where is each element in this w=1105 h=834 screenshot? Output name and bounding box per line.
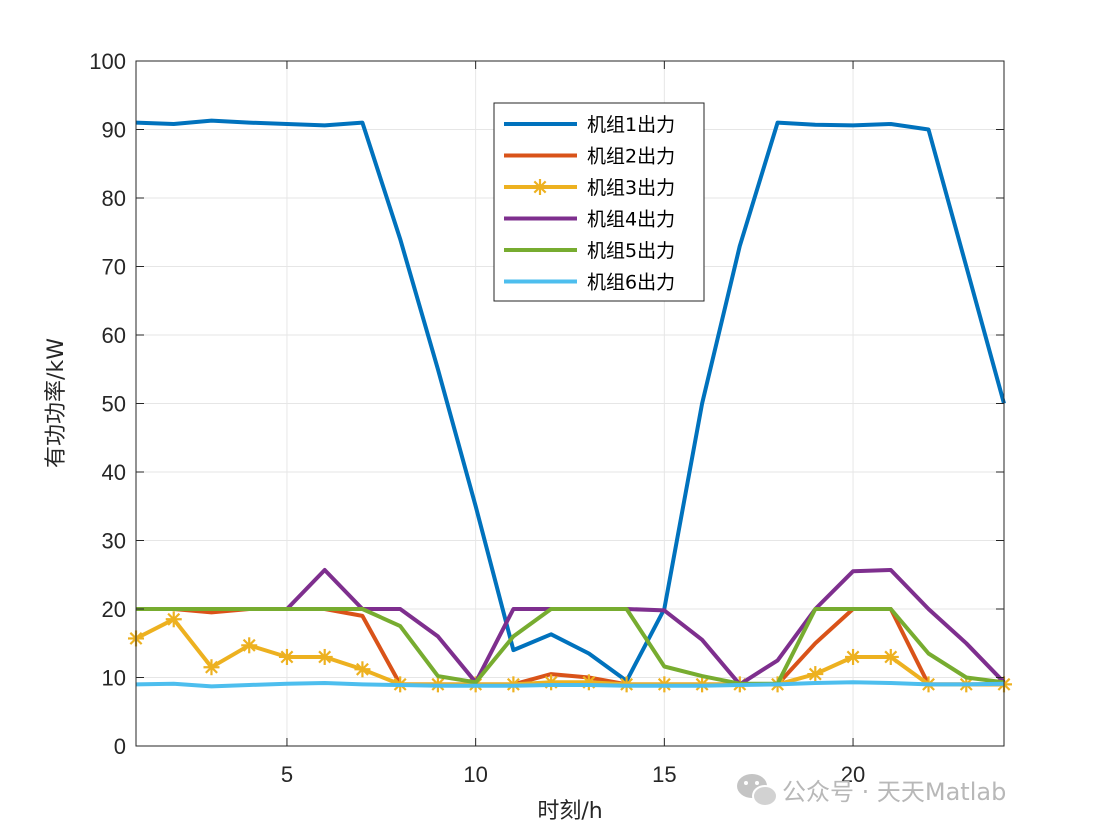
y-tick-label: 50 bbox=[102, 392, 126, 417]
data-point-marker bbox=[241, 637, 258, 654]
legend-box bbox=[493, 102, 705, 302]
y-tick-label: 0 bbox=[114, 734, 126, 759]
series-6 bbox=[135, 680, 1005, 689]
legend-marker bbox=[532, 179, 548, 195]
y-tick-label: 80 bbox=[102, 186, 126, 211]
x-tick-label: 5 bbox=[281, 762, 293, 787]
watermark-text: 公众号 · 天天Matlab bbox=[782, 778, 1006, 806]
legend-item: 机组6出力 bbox=[504, 272, 675, 294]
series-line-5 bbox=[136, 607, 1005, 686]
data-point-marker bbox=[580, 674, 597, 691]
series-5 bbox=[136, 607, 1005, 686]
data-point-marker bbox=[203, 659, 220, 676]
series-lines bbox=[128, 118, 1012, 693]
x-axis-title: 时刻/h bbox=[537, 799, 602, 824]
legend-label: 机组4出力 bbox=[587, 209, 675, 231]
legend-label: 机组1出力 bbox=[587, 114, 675, 136]
legend-item: 机组2出力 bbox=[504, 146, 675, 168]
wechat-icon bbox=[737, 774, 778, 807]
legend-item: 机组5出力 bbox=[504, 240, 675, 262]
data-point-marker bbox=[354, 661, 371, 678]
legend-label: 机组6出力 bbox=[587, 272, 675, 294]
y-tick-label: 70 bbox=[102, 255, 126, 280]
data-point-marker bbox=[316, 648, 333, 665]
series-1 bbox=[135, 118, 1006, 683]
data-point-marker bbox=[278, 648, 295, 665]
legend-item: 机组3出力 bbox=[504, 177, 675, 199]
data-point-marker bbox=[807, 666, 824, 683]
x-tick-label: 20 bbox=[841, 762, 865, 787]
series-line-1 bbox=[135, 118, 1006, 683]
x-tick-label: 10 bbox=[463, 762, 487, 787]
data-point-marker bbox=[165, 611, 182, 628]
axis-ticks: 0 10 20 30 40 50 60 70 80 90 100 5 10 15 20 bbox=[89, 49, 1004, 787]
y-axis-title: 有功功率/kW bbox=[44, 338, 69, 468]
data-point-marker bbox=[882, 648, 899, 665]
legend-item: 机组4出力 bbox=[504, 209, 675, 231]
data-point-marker bbox=[845, 648, 862, 665]
legend-item: 机组1出力 bbox=[504, 114, 675, 136]
y-tick-label: 100 bbox=[89, 49, 126, 74]
series-line-6 bbox=[135, 680, 1005, 689]
legend-label: 机组2出力 bbox=[587, 146, 675, 168]
watermark: 公众号 · 天天Matlab bbox=[737, 774, 1006, 807]
y-tick-label: 60 bbox=[102, 323, 126, 348]
legend-label: 机组3出力 bbox=[587, 177, 675, 199]
y-tick-label: 90 bbox=[102, 118, 126, 143]
y-tick-label: 40 bbox=[102, 460, 126, 485]
y-tick-label: 10 bbox=[102, 666, 126, 691]
legend-label: 机组5出力 bbox=[587, 240, 675, 262]
y-tick-label: 20 bbox=[102, 597, 126, 622]
x-tick-label: 15 bbox=[652, 762, 676, 787]
y-tick-label: 30 bbox=[102, 529, 126, 554]
data-point-marker bbox=[543, 674, 560, 691]
